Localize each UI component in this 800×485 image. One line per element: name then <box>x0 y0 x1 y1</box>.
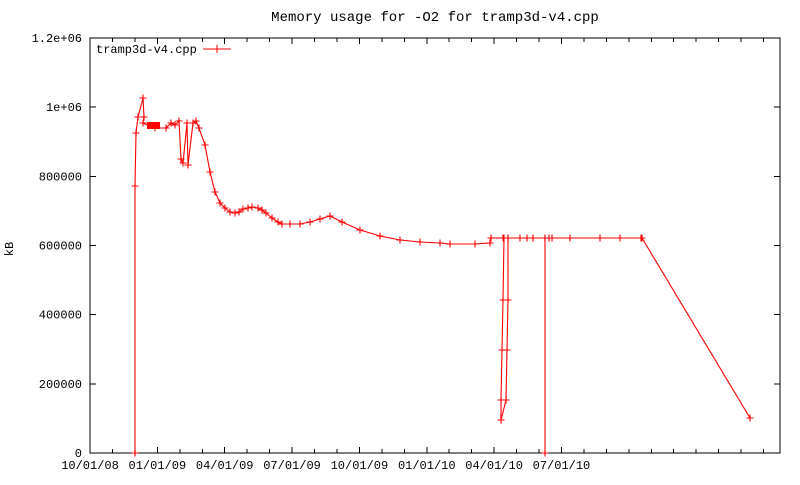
svg-text:01/01/09: 01/01/09 <box>129 459 187 473</box>
svg-text:01/01/10: 01/01/10 <box>398 459 456 473</box>
svg-text:600000: 600000 <box>39 240 82 254</box>
svg-text:1e+06: 1e+06 <box>46 101 82 115</box>
svg-text:10/01/08: 10/01/08 <box>61 459 119 473</box>
svg-text:400000: 400000 <box>39 309 82 323</box>
svg-text:800000: 800000 <box>39 170 82 184</box>
svg-text:1.2e+06: 1.2e+06 <box>32 32 82 46</box>
svg-text:07/01/10: 07/01/10 <box>533 459 591 473</box>
svg-text:04/01/10: 04/01/10 <box>465 459 523 473</box>
svg-text:07/01/09: 07/01/09 <box>263 459 321 473</box>
svg-text:200000: 200000 <box>39 378 82 392</box>
svg-text:kB: kB <box>3 242 17 256</box>
svg-text:10/01/09: 10/01/09 <box>331 459 389 473</box>
svg-text:04/01/09: 04/01/09 <box>196 459 254 473</box>
svg-text:tramp3d-v4.cpp: tramp3d-v4.cpp <box>96 43 197 57</box>
svg-text:Memory usage for -O2 for tramp: Memory usage for -O2 for tramp3d-v4.cpp <box>271 10 599 26</box>
